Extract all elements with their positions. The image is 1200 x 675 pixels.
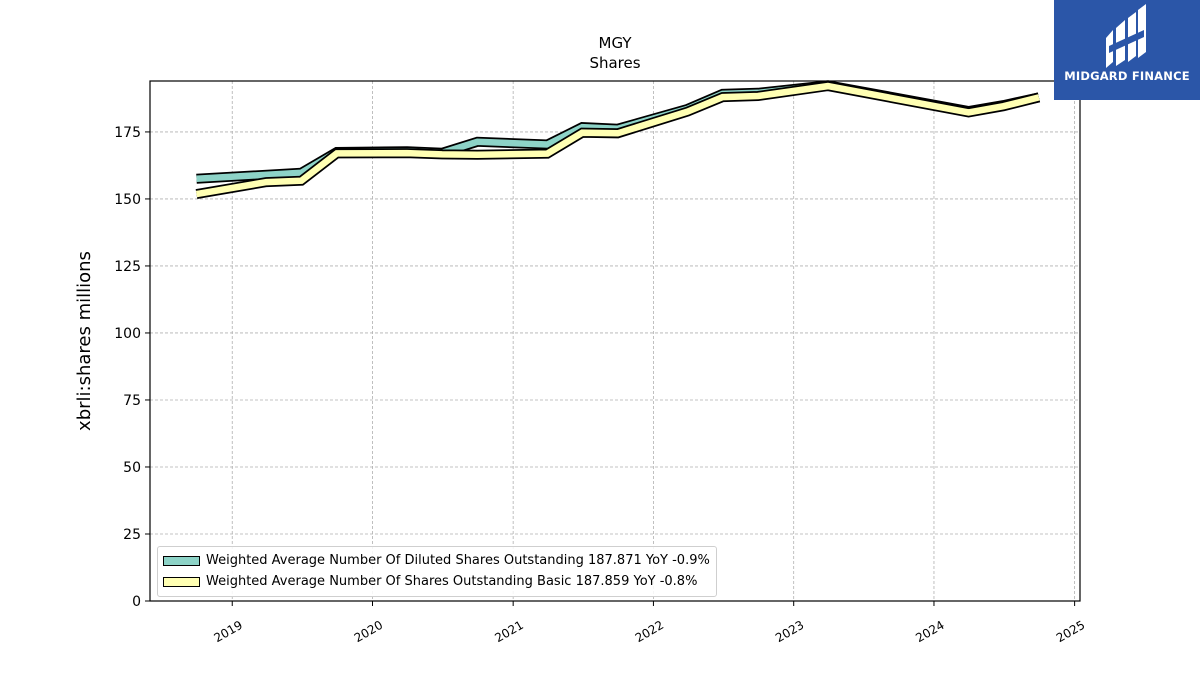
x-tick-label: 2020 xyxy=(352,618,385,645)
x-tick-label: 2025 xyxy=(1054,618,1087,645)
chart-subtitle: Shares xyxy=(589,54,640,72)
brand-name: MIDGARD FINANCE xyxy=(1064,69,1190,83)
plot-frame xyxy=(149,80,1081,602)
brand-logo: MIDGARD FINANCE xyxy=(1054,0,1200,100)
y-tick-label: 25 xyxy=(123,527,141,543)
y-tick-label: 150 xyxy=(114,192,141,208)
legend-item-diluted: Weighted Average Number Of Diluted Share… xyxy=(163,550,710,571)
series-line-1 xyxy=(195,82,1040,198)
y-tick-label: 50 xyxy=(123,460,141,476)
x-tick-label: 2019 xyxy=(212,618,245,645)
y-tick-label: 100 xyxy=(114,326,141,342)
legend-label-diluted: Weighted Average Number Of Diluted Share… xyxy=(206,553,710,568)
legend-item-basic: Weighted Average Number Of Shares Outsta… xyxy=(163,571,710,592)
grid xyxy=(150,81,1080,602)
legend-swatch-basic xyxy=(163,576,200,587)
x-tick-label: 2022 xyxy=(633,618,666,645)
x-tick-label: 2023 xyxy=(773,618,806,645)
x-tick-label: 2021 xyxy=(492,618,525,645)
y-tick-label: 75 xyxy=(123,393,141,409)
legend-label-basic: Weighted Average Number Of Shares Outsta… xyxy=(206,574,698,589)
brand-logo-mark xyxy=(1106,4,1146,68)
y-tick-label: 175 xyxy=(114,125,141,141)
y-axis-label: xbrli:shares millions xyxy=(74,251,95,431)
y-tick-label: 0 xyxy=(132,594,141,610)
y-tick-label: 125 xyxy=(114,259,141,275)
legend-swatch-diluted xyxy=(163,555,200,566)
legend: Weighted Average Number Of Diluted Share… xyxy=(157,546,717,597)
chart-title: MGY xyxy=(599,34,633,52)
x-tick-label: 2024 xyxy=(913,618,946,645)
series-layer xyxy=(195,80,1041,200)
